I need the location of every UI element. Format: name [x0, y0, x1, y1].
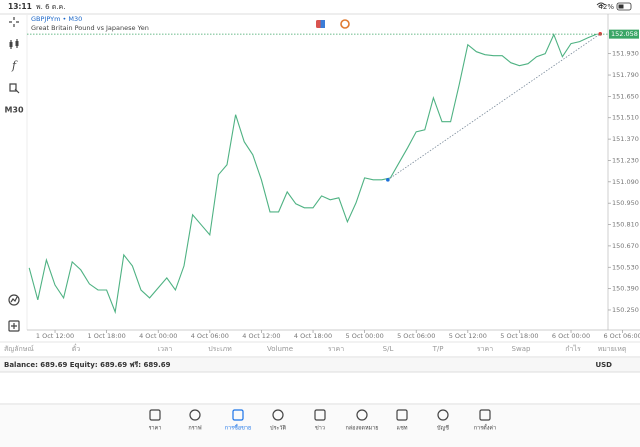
chart-symbol: GBPJPYm • M30: [31, 15, 82, 23]
x-tick-label: 5 Oct 00:00: [346, 332, 384, 340]
timeframe-button[interactable]: M30: [4, 106, 24, 115]
column-header[interactable]: ราคา: [477, 345, 493, 353]
trade-tool-line: [10, 296, 18, 303]
nav-item[interactable]: แชท: [396, 409, 408, 432]
column-header[interactable]: ประเภท: [208, 345, 232, 353]
nav-label: การตั้งค่า: [474, 424, 496, 432]
y-tick-label: 150.950: [612, 199, 639, 207]
column-header[interactable]: กำไร: [565, 344, 581, 353]
trendline-start: [386, 178, 390, 182]
column-header[interactable]: หมายเหตุ: [598, 345, 627, 353]
objects-tool[interactable]: [9, 83, 20, 94]
nav-label: ข่าว: [315, 426, 325, 432]
nav-icon: [189, 409, 201, 421]
x-tick-label: 6 Oct 06:00: [603, 332, 640, 340]
nav-icon: [272, 409, 284, 421]
x-tick-label: 5 Oct 18:00: [500, 332, 538, 340]
nav-icon: [232, 409, 244, 421]
account-currency: USD: [595, 361, 612, 369]
x-tick-label: 4 Oct 00:00: [139, 332, 177, 340]
battery-level: [618, 4, 624, 9]
nav-icon: [149, 409, 161, 421]
nav-icon: [396, 409, 408, 421]
nav-item[interactable]: กล่องจดหมาย: [345, 409, 379, 432]
nav-item[interactable]: การซื้อขาย: [225, 409, 251, 432]
nav-icon: [437, 409, 449, 421]
column-header[interactable]: เวลา: [158, 345, 173, 353]
column-header[interactable]: ตั๋ว: [72, 344, 81, 353]
crosshair-tool[interactable]: [9, 17, 19, 27]
wifi-icon: [596, 2, 606, 7]
y-tick-label: 151.230: [612, 156, 639, 164]
column-header[interactable]: สัญลักษณ์: [4, 345, 34, 353]
nav-icon: [356, 409, 368, 421]
account-summary: Balance: 689.69 Equity: 689.69 ฟรี: 689.…: [4, 361, 171, 369]
new-order-plus: [11, 323, 17, 329]
nav-item[interactable]: ประวัติ: [270, 409, 286, 432]
indicators-tool[interactable]: f: [11, 59, 18, 72]
current-price-box: [609, 29, 639, 39]
nav-label: การซื้อขาย: [225, 424, 251, 432]
y-tick-label: 150.250: [612, 306, 639, 314]
new-order-tool[interactable]: [8, 320, 20, 332]
nav-label: กราฟ: [188, 425, 201, 432]
status-battery: 42%: [598, 3, 614, 11]
candle-b: [15, 41, 19, 46]
nav-label: แชท: [397, 425, 408, 432]
nav-item[interactable]: กราฟ: [188, 409, 202, 432]
y-tick-label: 150.670: [612, 242, 639, 250]
y-tick-label: 151.090: [612, 178, 639, 186]
nav-item[interactable]: ราคา: [149, 409, 162, 432]
account-row: [0, 358, 640, 372]
y-tick-label: 150.810: [612, 221, 639, 229]
nav-label: ราคา: [149, 426, 162, 432]
price-line: [28, 33, 598, 315]
nav-icon: [479, 409, 491, 421]
nav-item[interactable]: บัญชี: [437, 409, 449, 432]
column-header[interactable]: ราคา: [328, 345, 344, 353]
chart-description: Great Britain Pound vs Japanese Yen: [31, 24, 149, 32]
nav-label: ประวัติ: [270, 425, 286, 432]
left-toolbar: f M30: [4, 17, 24, 332]
column-header[interactable]: Swap: [512, 345, 531, 353]
y-tick-label: 151.790: [612, 71, 639, 79]
candle-a: [9, 42, 13, 47]
trade-tool[interactable]: [8, 294, 20, 306]
x-tick-label: 1 Oct 18:00: [88, 332, 126, 340]
column-header[interactable]: T/P: [432, 345, 444, 353]
signal-icon[interactable]: [340, 19, 350, 29]
nav-item[interactable]: ข่าว: [314, 409, 326, 432]
x-tick-label: 1 Oct 12:00: [36, 332, 74, 340]
nav-icon: [314, 409, 326, 421]
trendline: [387, 33, 601, 181]
one-click-buy[interactable]: [320, 20, 326, 28]
y-tick-label: 151.510: [612, 114, 639, 122]
bottom-nav: [0, 405, 640, 447]
y-tick-label: 151.370: [612, 135, 639, 143]
x-tick-label: 4 Oct 12:00: [242, 332, 280, 340]
current-price-label: 152.058: [611, 30, 638, 38]
x-tick-label: 5 Oct 12:00: [449, 332, 487, 340]
column-header[interactable]: Volume: [267, 345, 293, 353]
nav-label: กล่องจดหมาย: [345, 426, 378, 432]
y-tick-label: 150.390: [612, 285, 639, 293]
nav-item[interactable]: การตั้งค่า: [474, 409, 496, 432]
y-tick-label: 151.650: [612, 92, 639, 100]
nav-label: บัญชี: [437, 425, 449, 432]
x-tick-label: 4 Oct 18:00: [294, 332, 332, 340]
x-tick-label: 4 Oct 06:00: [191, 332, 229, 340]
column-header[interactable]: S/L: [383, 345, 394, 353]
status-time: 13:11: [8, 2, 32, 11]
y-tick-label: 151.930: [612, 50, 639, 58]
x-tick-label: 6 Oct 00:00: [552, 332, 590, 340]
battery-icon: [616, 2, 632, 11]
y-tick-label: 150.530: [612, 263, 639, 271]
x-tick-label: 5 Oct 06:00: [397, 332, 435, 340]
status-date: พ. 6 ต.ค.: [36, 3, 65, 11]
